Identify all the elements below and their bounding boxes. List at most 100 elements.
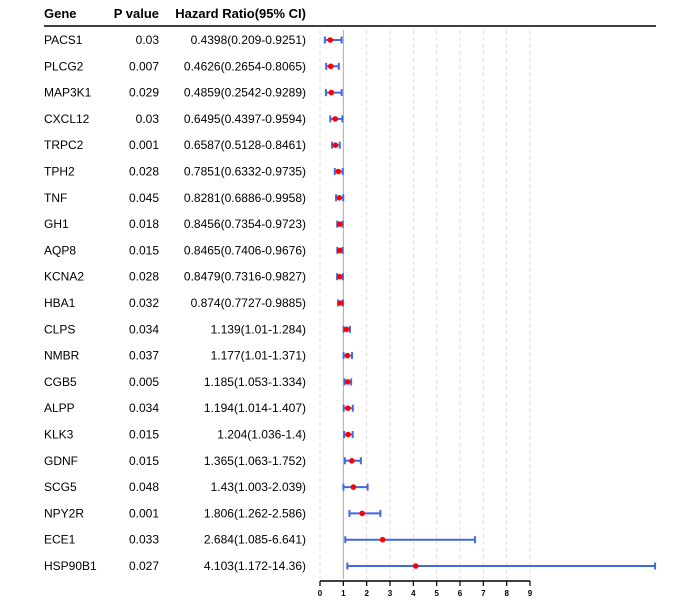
x-tick-label: 4 [411,589,416,598]
gene-label: NMBR [44,349,80,363]
hazard-ratio-point [379,536,386,543]
pvalue-label: 0.034 [129,322,159,336]
table-row: CXCL12 0.03 0.6495(0.4397-0.9594) [44,112,344,126]
pvalue-label: 0.015 [129,428,159,442]
table-row: TPH2 0.028 0.7851(0.6332-0.9735) [44,165,344,179]
hazard-ratio-point [343,326,350,333]
hazard-ratio-label: 0.8281(0.6886-0.9958) [184,191,306,205]
table-row: KLK3 0.015 1.204(1.036-1.4) [44,428,354,442]
hazard-ratio-point [345,431,351,438]
gene-label: ECE1 [44,533,76,547]
gene-label: MAP3K1 [44,86,92,100]
hazard-ratio-point [327,63,334,70]
table-row: MAP3K1 0.029 0.4859(0.2542-0.9289) [44,86,343,100]
hazard-ratio-label: 0.4626(0.2654-0.8065) [184,59,306,73]
gene-label: KCNA2 [44,270,84,284]
pvalue-label: 0.005 [129,375,159,389]
hazard-ratio-label: 0.4398(0.209-0.9251) [191,33,306,47]
pvalue-label: 0.001 [129,138,159,152]
hazard-ratio-label: 4.103(1.172-14.36) [204,559,306,573]
x-tick-label: 7 [481,589,486,598]
hazard-ratio-point [336,221,343,227]
gene-label: SCG5 [44,480,77,494]
hazard-ratio-point [335,168,342,175]
table-row: KCNA2 0.028 0.8479(0.7316-0.9827) [44,270,344,284]
hazard-ratio-label: 0.8465(0.7406-0.9676) [184,243,306,257]
table-rows: PACS1 0.03 0.4398(0.209-0.9251) PLCG2 0.007 0… [44,33,657,573]
hazard-ratio-label: 1.185(1.053-1.334) [204,375,306,389]
table-row: NPY2R 0.001 1.806(1.262-2.586) [44,506,382,520]
gene-label: HBA1 [44,296,76,310]
x-tick-label: 1 [341,589,346,598]
hazard-ratio-label: 1.365(1.063-1.752) [204,454,306,468]
pvalue-label: 0.048 [129,480,159,494]
hazard-ratio-label: 0.7851(0.6332-0.9735) [184,165,306,179]
gene-label: TNF [44,191,67,205]
hazard-ratio-label: 1.43(1.003-2.039) [211,480,306,494]
table-row: AQP8 0.015 0.8465(0.7406-0.9676) [44,243,344,257]
pvalue-label: 0.001 [129,506,159,520]
gene-label: TRPC2 [44,138,84,152]
hazard-ratio-point [337,300,344,306]
table-row: ECE1 0.033 2.684(1.085-6.641) [44,533,476,547]
pvalue-label: 0.028 [129,270,159,284]
pvalue-label: 0.032 [129,296,159,310]
hazard-ratio-point [327,37,334,43]
gene-label: AQP8 [44,243,76,257]
header-hazard-ratio: Hazard Ratio(95% CI) [175,6,306,21]
table-row: NMBR 0.037 1.177(1.01-1.371) [44,349,353,363]
grid [319,30,531,579]
hazard-ratio-point [344,379,351,385]
hazard-ratio-point [345,405,351,412]
x-tick-label: 9 [528,589,533,598]
pvalue-label: 0.015 [129,454,159,468]
table-header: Gene P value Hazard Ratio(95% CI) [44,6,656,27]
hazard-ratio-label: 1.806(1.262-2.586) [204,506,306,520]
table-row: GH1 0.018 0.8456(0.7354-0.9723) [44,217,344,231]
pvalue-label: 0.028 [129,165,159,179]
gene-label: CGB5 [44,375,77,389]
pvalue-label: 0.033 [129,533,159,547]
hazard-ratio-label: 1.204(1.036-1.4) [217,428,306,442]
table-row: SCG5 0.048 1.43(1.003-2.039) [44,480,369,494]
table-row: HSP90B1 0.027 4.103(1.172-14.36) [44,559,657,573]
pvalue-label: 0.018 [129,217,159,231]
hazard-ratio-point [350,484,357,490]
hazard-ratio-point [336,195,343,201]
x-tick-label: 0 [318,589,323,598]
gene-label: KLK3 [44,428,74,442]
hazard-ratio-label: 2.684(1.085-6.641) [204,533,306,547]
table-row: GDNF 0.015 1.365(1.063-1.752) [44,454,362,468]
pvalue-label: 0.034 [129,401,159,415]
table-row: CLPS 0.034 1.139(1.01-1.284) [44,322,351,336]
header-pvalue: P value [114,6,159,21]
gene-label: NPY2R [44,506,84,520]
hazard-ratio-label: 0.6587(0.5128-0.8461) [184,138,306,152]
gene-label: GDNF [44,454,78,468]
hazard-ratio-label: 0.6495(0.4397-0.9594) [184,112,306,126]
gene-label: CLPS [44,322,75,336]
hazard-ratio-point [332,142,339,148]
hazard-ratio-label: 0.8456(0.7354-0.9723) [184,217,306,231]
hazard-ratio-point [336,247,343,254]
x-tick-label: 3 [388,589,393,598]
hazard-ratio-label: 0.8479(0.7316-0.9827) [184,270,306,284]
pvalue-label: 0.037 [129,349,159,363]
table-row: CGB5 0.005 1.185(1.053-1.334) [44,375,353,389]
x-tick-label: 8 [504,589,509,598]
hazard-ratio-point [336,273,343,280]
gene-label: CXCL12 [44,112,90,126]
table-row: HBA1 0.032 0.874(0.7727-0.9885) [44,296,345,310]
hazard-ratio-label: 1.194(1.014-1.407) [204,401,306,415]
pvalue-label: 0.03 [136,112,160,126]
hazard-ratio-point [328,89,335,96]
x-axis: 0 1 2 3 4 5 6 7 8 9 [318,580,533,598]
hazard-ratio-label: 0.874(0.7727-0.9885) [191,296,306,310]
table-row: TNF 0.045 0.8281(0.6886-0.9958) [44,191,345,205]
hazard-ratio-point [332,116,338,122]
hazard-ratio-label: 0.4859(0.2542-0.9289) [184,86,306,100]
pvalue-label: 0.015 [129,243,159,257]
gene-label: GH1 [44,217,69,231]
header-gene: Gene [44,6,77,21]
